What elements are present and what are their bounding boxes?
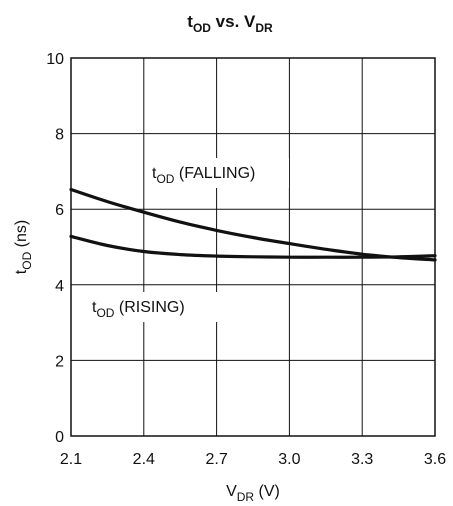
- y-tick-labels: 0 2 4 6 8 10: [46, 51, 64, 446]
- series-line-falling: [69, 187, 437, 262]
- falling-curve-label: tOD (FALLING): [152, 165, 255, 186]
- falling-label-bg: [147, 158, 289, 188]
- rising-curve-label: tOD (RISING): [92, 299, 185, 320]
- x-tick-label: 3.3: [351, 451, 373, 468]
- series-line-rising: [69, 234, 437, 259]
- y-tick-label: 2: [55, 353, 64, 370]
- x-tick-labels: 2.1 2.4 2.7 3.0 3.3 3.6: [60, 451, 446, 468]
- y-tick-label: 8: [55, 127, 64, 144]
- x-tick-label: 2.4: [133, 451, 155, 468]
- x-tick-label: 2.7: [205, 451, 227, 468]
- chart-title: tOD vs. VDR: [187, 12, 273, 35]
- x-axis-label: VDR (V): [226, 483, 280, 504]
- series-layer: [69, 187, 437, 262]
- y-tick-label: 6: [55, 202, 64, 219]
- x-tick-label: 3.0: [278, 451, 300, 468]
- plot-area-frame: [70, 57, 436, 437]
- y-tick-label: 10: [46, 51, 64, 68]
- x-tick-label: 3.6: [424, 451, 446, 468]
- y-axis-label: tOD (ns): [13, 220, 34, 274]
- rising-label-bg: [88, 292, 218, 322]
- y-tick-label: 0: [55, 429, 64, 446]
- y-tick-label: 4: [55, 278, 64, 295]
- grid-lines: [71, 58, 435, 436]
- x-tick-label: 2.1: [60, 451, 82, 468]
